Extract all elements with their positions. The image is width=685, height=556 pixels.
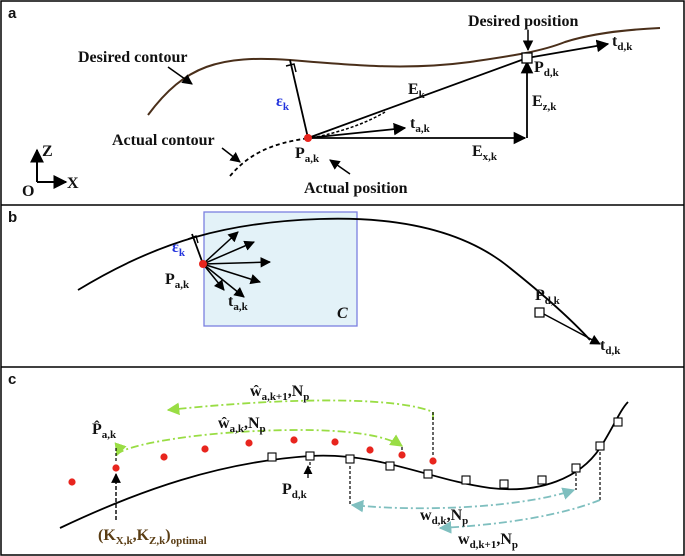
actual-position-label: Actual position [304, 180, 408, 197]
origin-label: O [22, 183, 34, 200]
desired-contour-arrow [167, 66, 193, 85]
Pd-label-b: Pd,k [535, 287, 561, 307]
actual-position-point-b [199, 260, 207, 268]
horizon-arrow-wa-k [114, 429, 404, 457]
panel-c-letter: c [8, 371, 16, 388]
desired-contour-curve-c [59, 401, 629, 529]
axis-z-label: Z [42, 143, 53, 160]
predicted-actual-points [68, 436, 437, 486]
panel-c: c [8, 371, 629, 551]
td-tangent-b [539, 311, 601, 345]
right-angle-mark-a [285, 63, 297, 73]
ta-label-b: ta,k [228, 293, 249, 313]
actual-contour-curve [229, 137, 311, 177]
horizon-arrow-wa-k1 [166, 399, 434, 420]
candidate-direction-vectors [202, 231, 272, 298]
desired-positions [267, 417, 623, 489]
contour-error-line-b [191, 233, 204, 265]
ta-label-a: ta,k [410, 115, 431, 135]
eps-label-a: εk [276, 93, 290, 113]
Pd-label-c: Pd,k [282, 481, 308, 501]
td-label-a: td,k [612, 33, 633, 53]
w-hat-k-label: ŵa,k,Np [218, 415, 266, 435]
contour-error-line [289, 59, 309, 139]
P-hat-label: P̂a,k [92, 420, 117, 442]
C-label: C [337, 305, 348, 322]
Ex-label: Ex,k [472, 143, 498, 163]
desired-contour-label: Desired contour [78, 49, 187, 66]
right-angle-mark-b [187, 235, 199, 244]
axis-x-label: X [67, 175, 79, 192]
E-vector [307, 57, 528, 139]
panel-b: b C εk Pa,k ta,k Pd,k td,k [8, 209, 621, 357]
panel-b-letter: b [8, 209, 17, 226]
desired-contour-curve [147, 27, 661, 116]
K-optimal-label: (KX,k,KZ,k)optimal [98, 527, 207, 547]
actual-position-point [304, 134, 312, 142]
constraint-region-C [203, 211, 358, 327]
coordinate-axes-icon: Z X O [22, 143, 79, 200]
desired-position-marker-b [534, 307, 545, 318]
w-dk-label: wd,k,Np [420, 507, 468, 527]
E-label: Ek [408, 81, 426, 101]
eps-label-b: εk [172, 239, 186, 259]
Ez-label: Ez,k [532, 93, 557, 113]
Pd-label-a: Pd,k [534, 59, 560, 79]
desired-contour-curve-b [77, 217, 591, 341]
desired-position-marker [521, 52, 533, 64]
Pa-label-a: Pa,k [295, 145, 320, 165]
horizon-arrow-wd-k1 [438, 499, 601, 534]
ta-vector [307, 122, 407, 139]
desired-position-label: Desired position [468, 13, 578, 30]
panel-a: a Desired position Desired contour Actua… [8, 5, 661, 200]
w-hat-k1-label: ŵa,k+1,Np [250, 383, 309, 403]
Pa-label-b: Pa,k [165, 271, 190, 291]
horizon-arrow-wd-k [350, 487, 576, 513]
td-label-b: td,k [600, 337, 621, 357]
actual-position-arrow [329, 159, 351, 175]
actual-contour-arrow [221, 147, 241, 163]
td-vector [526, 39, 610, 59]
w-dk1-label: wd,k+1,Np [458, 531, 518, 551]
panel-a-letter: a [8, 5, 17, 22]
actual-contour-label: Actual contour [112, 132, 215, 149]
